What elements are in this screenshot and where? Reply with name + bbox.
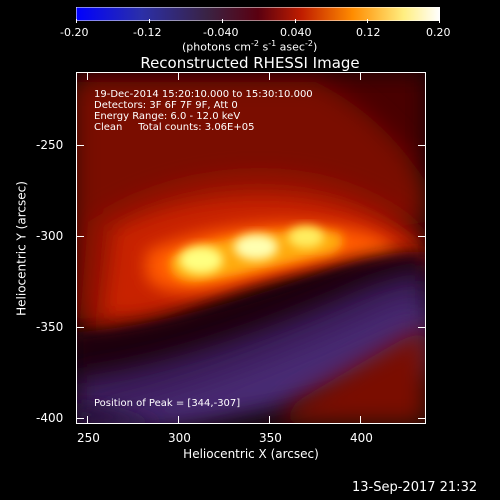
peak-position: Position of Peak = [344,-307] xyxy=(94,398,241,409)
colorbar-tick-label: 0.040 xyxy=(280,26,312,39)
colorbar-tick-label: 0.12 xyxy=(356,26,381,39)
x-tick-label: 350 xyxy=(259,431,282,445)
y-tick-label: -350 xyxy=(36,320,64,334)
colorbar-units: (photons cm-2 s-1 asec-2) xyxy=(182,39,318,54)
info-time-range: 19-Dec-2014 15:20:10.000 to 15:30:10.000 xyxy=(94,89,313,100)
x-tick-label: 300 xyxy=(168,431,191,445)
y-tick-label: -400 xyxy=(36,411,64,425)
observation-info: 19-Dec-2014 15:20:10.000 to 15:30:10.000… xyxy=(94,89,313,133)
y-tick-label: -250 xyxy=(36,138,64,152)
x-tick-label: 250 xyxy=(77,431,100,445)
colorbar-tick-label: -0.040 xyxy=(203,26,239,39)
x-axis-title: Heliocentric X (arcsec) xyxy=(183,447,319,461)
colorbar-tick-label: 0.20 xyxy=(426,26,451,39)
render-timestamp: 13-Sep-2017 21:32 xyxy=(352,480,478,495)
info-detectors: Detectors: 3F 6F 7F 9F, Att 0 xyxy=(94,100,238,111)
info-energy-range: Energy Range: 6.0 - 12.0 keV xyxy=(94,111,241,122)
x-tick-label: 400 xyxy=(350,431,373,445)
colorbar-tick-label: -0.20 xyxy=(60,26,89,39)
plot-title: Reconstructed RHESSI Image xyxy=(140,54,360,72)
y-tick-label: -300 xyxy=(36,229,64,243)
solar-image xyxy=(76,72,426,424)
info-clean-counts: Clean Total counts: 3.06E+05 xyxy=(94,122,255,133)
y-axis-title: Heliocentric Y (arcsec) xyxy=(14,181,29,316)
colorbar-ticks xyxy=(76,19,440,23)
colorbar-tick-label: -0.12 xyxy=(133,26,162,39)
